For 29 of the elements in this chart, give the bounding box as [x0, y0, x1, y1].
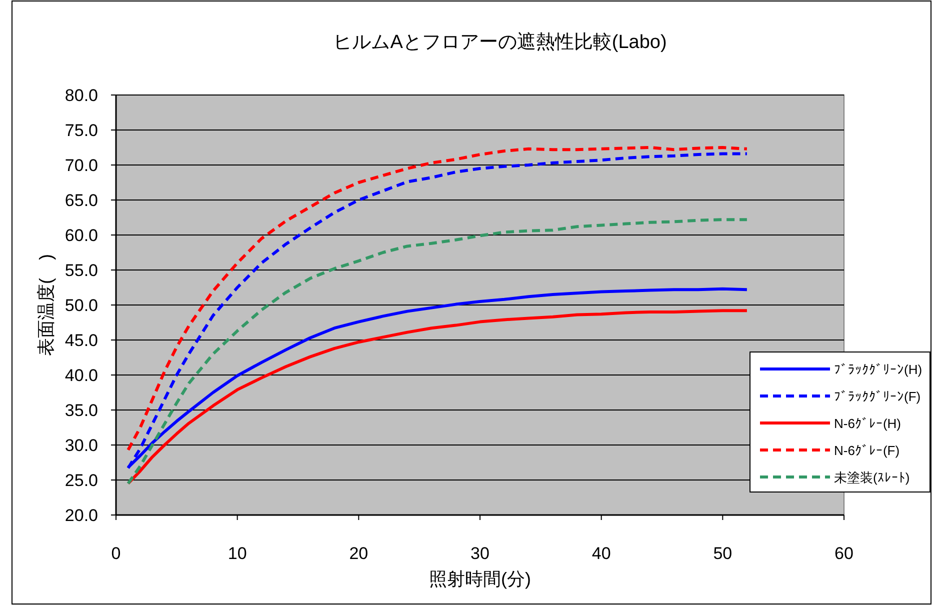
legend-label: ﾌﾞﾗｯｸｸﾞﾘｰﾝ(H): [834, 362, 922, 377]
y-tick-label: 25.0: [64, 471, 98, 490]
y-tick-label: 55.0: [64, 261, 98, 280]
x-tick-label: 40: [592, 544, 611, 563]
y-tick-label: 75.0: [64, 121, 98, 140]
chart-title: ヒルムAとフロアーの遮熱性比較(Labo): [333, 32, 667, 53]
legend-label: N-6ｸﾞﾚｰ(H): [834, 416, 901, 431]
x-tick-label: 50: [713, 544, 732, 563]
legend-label: ﾌﾞﾗｯｸｸﾞﾘｰﾝ(F): [834, 389, 921, 404]
y-tick-label: 70.0: [64, 156, 98, 175]
legend-label: 未塗装(ｽﾚｰﾄ): [834, 470, 910, 485]
x-tick-label: 0: [111, 544, 121, 563]
y-tick-label: 65.0: [64, 191, 98, 210]
x-tick-label: 20: [349, 544, 368, 563]
y-axis-title: 表面温度( ): [36, 254, 56, 356]
y-tick-label: 50.0: [64, 296, 98, 315]
x-axis-title: 照射時間(分): [429, 569, 531, 589]
y-tick-label: 30.0: [64, 436, 98, 455]
x-tick-label: 60: [834, 544, 854, 563]
y-tick-label: 80.0: [64, 86, 98, 105]
y-tick-label: 45.0: [64, 331, 98, 350]
y-tick-label: 40.0: [64, 366, 98, 385]
legend-label: N-6ｸﾞﾚｰ(F): [834, 443, 900, 458]
y-tick-label: 35.0: [64, 401, 98, 420]
x-tick-label: 10: [228, 544, 247, 563]
y-tick-label: 20.0: [64, 506, 98, 525]
y-tick-label: 60.0: [64, 226, 98, 245]
x-tick-label: 30: [470, 544, 490, 563]
line-series: [126, 218, 748, 485]
